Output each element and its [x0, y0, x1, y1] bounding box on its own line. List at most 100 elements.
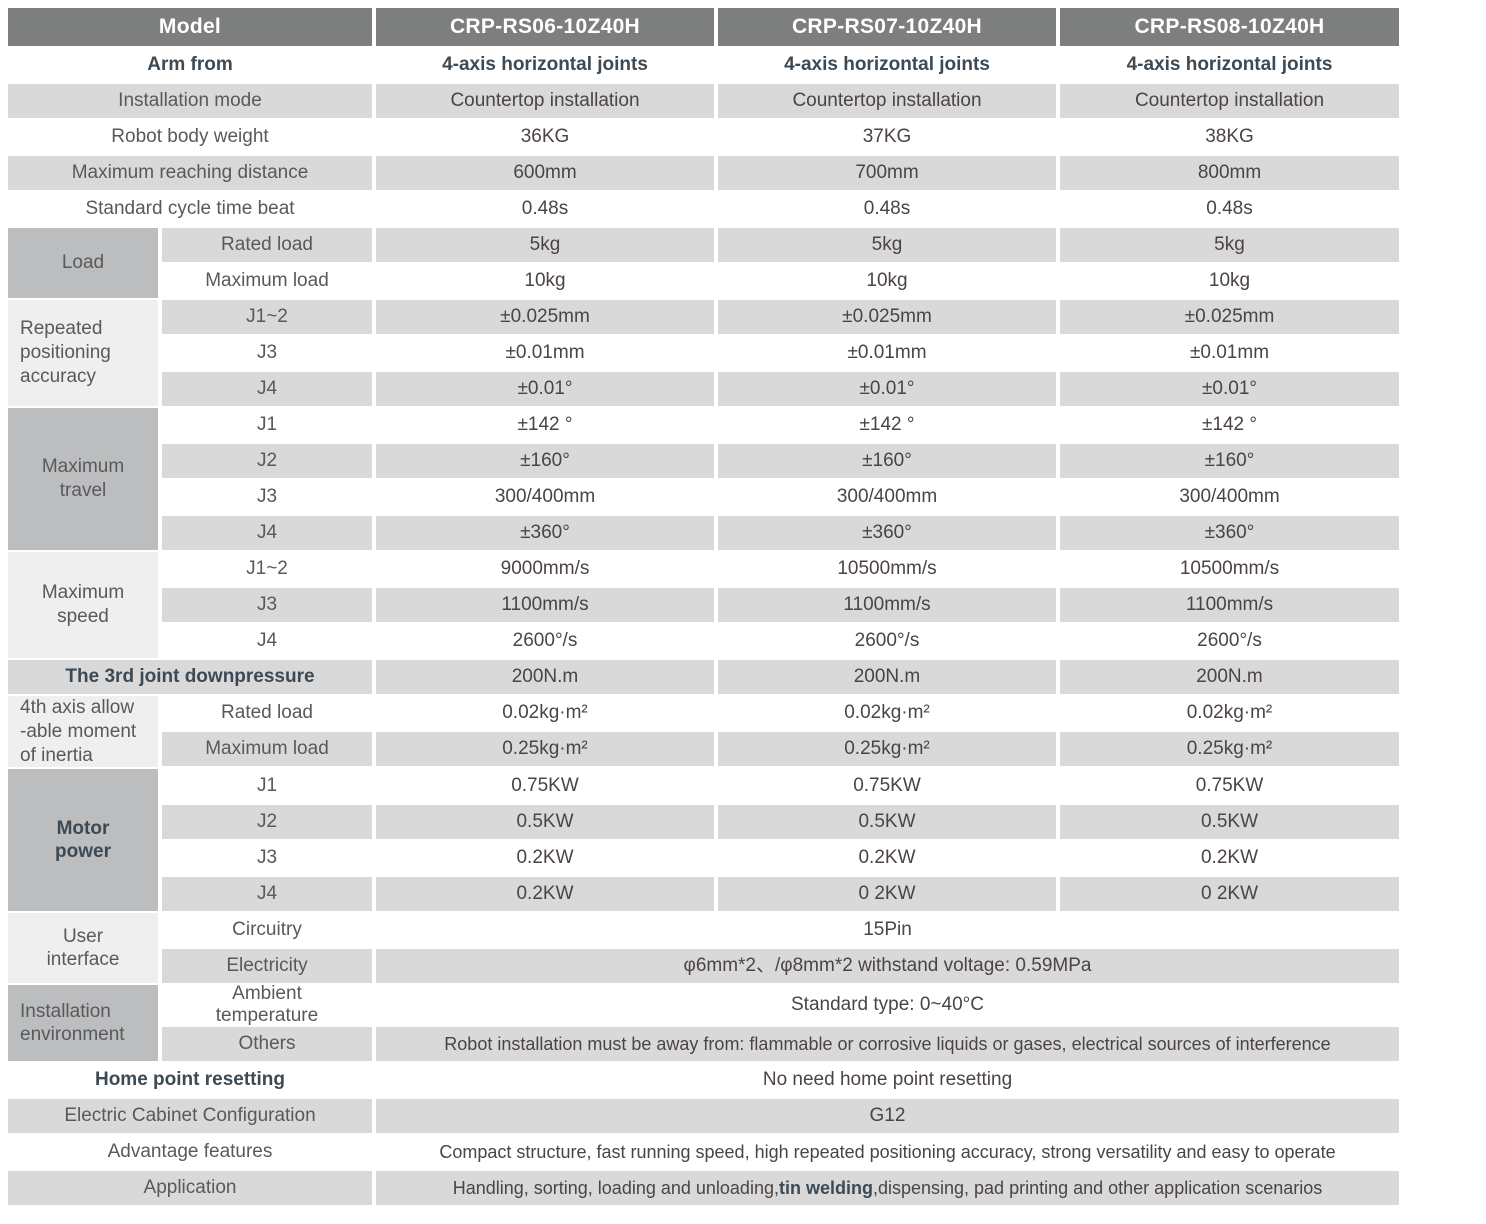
spec-value: 0 2KW	[718, 877, 1056, 912]
spec-value: 600mm	[376, 156, 714, 190]
spec-value: 200N.m	[376, 660, 714, 694]
spec-value: ±0.01°	[718, 372, 1056, 406]
spec-value: ±0.01°	[1060, 372, 1399, 406]
header-row: Model CRP-RS06-10Z40H CRP-RS07-10Z40H CR…	[8, 8, 1399, 46]
application-text-pre: Handling, sorting, loading and unloading…	[452, 1177, 779, 1198]
spec-value: 0.5KW	[718, 805, 1056, 840]
row-motor-j1: J1 0.75KW 0.75KW 0.75KW	[162, 769, 1399, 803]
row-installation-mode: Installation mode Countertop installatio…	[8, 84, 1399, 118]
row-motor-j3: J3 0.2KW 0.2KW 0.2KW	[162, 841, 1399, 875]
spec-value: Countertop installation	[718, 84, 1056, 118]
row-travel-j3: J3 300/400mm 300/400mm 300/400mm	[162, 480, 1399, 514]
spec-value: 0.2KW	[858, 847, 916, 869]
sub-label: J3	[162, 588, 372, 622]
row-inertia-rated: Rated load 0.02kg·m² 0.02kg·m² 0.02kg·m²	[162, 696, 1399, 730]
sub-label: J4	[256, 630, 278, 652]
group-label: 4th axis allow -able moment of inertia	[8, 696, 158, 768]
spec-value: 800mm	[1060, 156, 1399, 190]
spec-value: 0.02kg·m²	[844, 702, 930, 724]
row-cycle-time: Standard cycle time beat 0.48s 0.48s 0.4…	[8, 192, 1399, 226]
group-inertia: 4th axis allow -able moment of inertia R…	[8, 696, 1399, 768]
sub-label: J2	[162, 805, 372, 840]
spec-value: 1100mm/s	[718, 588, 1056, 622]
spec-value: 10kg	[524, 270, 566, 292]
row-cabinet-configuration: Electric Cabinet Configuration G12	[8, 1099, 1399, 1134]
sub-label: Maximum load	[162, 732, 372, 766]
spec-value: ±360°	[376, 516, 714, 550]
spec-value: 0.75KW	[853, 775, 921, 797]
row-electricity: Electricity φ6mm*2、/φ8mm*2 withstand vol…	[162, 949, 1399, 984]
spec-value: ±360°	[1060, 516, 1399, 550]
spec-value: Countertop installation	[1060, 84, 1399, 118]
spec-value: 9000mm/s	[500, 558, 590, 580]
spec-value: ±160°	[376, 444, 714, 478]
sub-label: J4	[162, 877, 372, 912]
spec-value: 38KG	[1205, 126, 1254, 148]
row-circuitry: Circuitry 15Pin	[162, 913, 1399, 947]
spec-value: ±160°	[718, 444, 1056, 478]
row-label: Maximum reaching distance	[8, 156, 372, 190]
sub-label: J3	[256, 486, 278, 508]
spec-value: ±160°	[1060, 444, 1399, 478]
spec-value: 200N.m	[718, 660, 1056, 694]
spec-value-span: Standard type: 0~40°C	[791, 994, 984, 1016]
spec-value: 0.25kg·m²	[718, 732, 1056, 766]
spec-value: 1100mm/s	[376, 588, 714, 622]
group-label: Repeated positioning accuracy	[8, 300, 158, 406]
spec-value: 0.2KW	[516, 847, 574, 869]
model-name-2: CRP-RS07-10Z40H	[718, 8, 1056, 46]
row-speed-j12: J1~2 9000mm/s 10500mm/s 10500mm/s	[162, 552, 1399, 586]
spec-value: 0.75KW	[511, 775, 579, 797]
sub-label: Ambient temperature	[215, 983, 319, 1027]
row-robot-body-weight: Robot body weight 36KG 37KG 38KG	[8, 120, 1399, 154]
spec-value-span: Compact structure, fast running speed, h…	[439, 1141, 1336, 1162]
spec-value: 4-axis horizontal joints	[1126, 54, 1333, 76]
sub-label: Maximum load	[205, 270, 329, 292]
row-accuracy-j4: J4 ±0.01° ±0.01° ±0.01°	[162, 372, 1399, 406]
row-label: Robot body weight	[111, 126, 269, 148]
spec-value: 0.48s	[863, 198, 911, 220]
spec-value: 4-axis horizontal joints	[442, 54, 648, 76]
spec-value: 1100mm/s	[1060, 588, 1399, 622]
spec-value: ±142 °	[1201, 414, 1257, 436]
sub-label: Circuitry	[232, 919, 302, 941]
spec-value: ±0.025mm	[718, 300, 1056, 334]
application-text-post: ,dispensing, pad printing and other appl…	[872, 1177, 1323, 1198]
sub-label: J1	[256, 775, 278, 797]
row-label: Electric Cabinet Configuration	[8, 1099, 372, 1134]
sub-label: J4	[162, 516, 372, 550]
spec-value: 0.25kg·m²	[1060, 732, 1399, 766]
spec-value: 5kg	[1060, 228, 1399, 262]
sub-label: J1~2	[162, 300, 372, 334]
group-label: Load	[8, 228, 158, 298]
sub-label: Rated load	[162, 228, 372, 262]
row-speed-j4: J4 2600°/s 2600°/s 2600°/s	[162, 624, 1399, 658]
group-load: Load Rated load 5kg 5kg 5kg Maximum load…	[8, 228, 1399, 298]
spec-value-span: No need home point resetting	[762, 1069, 1013, 1091]
sub-label: J1~2	[246, 558, 288, 580]
spec-value: 300/400mm	[836, 486, 938, 508]
spec-value-span: Robot installation must be away from: fl…	[376, 1027, 1399, 1062]
row-motor-j2: J2 0.5KW 0.5KW 0.5KW	[162, 805, 1399, 840]
spec-value: 200N.m	[1060, 660, 1399, 694]
application-text-bold: tin welding	[778, 1177, 873, 1198]
row-label: The 3rd joint downpressure	[8, 660, 372, 694]
row-others: Others Robot installation must be away f…	[162, 1027, 1399, 1062]
sub-label: J3	[256, 847, 278, 869]
spec-value: ±0.01mm	[505, 342, 585, 364]
spec-value: 2600°/s	[1197, 630, 1262, 652]
spec-value: 0.02kg·m²	[502, 702, 588, 724]
model-name-1: CRP-RS06-10Z40H	[376, 8, 714, 46]
spec-value: ±0.025mm	[376, 300, 714, 334]
spec-table: Model CRP-RS06-10Z40H CRP-RS07-10Z40H CR…	[8, 8, 1399, 1207]
spec-value: 0.48s	[1206, 198, 1253, 220]
group-accuracy: Repeated positioning accuracy J1~2 ±0.02…	[8, 300, 1399, 406]
spec-value: Countertop installation	[376, 84, 714, 118]
group-label: Maximum speed	[8, 552, 158, 658]
spec-value: ±0.01°	[376, 372, 714, 406]
group-label: Maximum travel	[8, 408, 158, 550]
row-accuracy-j3: J3 ±0.01mm ±0.01mm ±0.01mm	[162, 336, 1399, 370]
spec-value: 0.75KW	[1195, 775, 1264, 797]
row-application: Application Handling, sorting, loading a…	[8, 1171, 1399, 1206]
row-travel-j1: J1 ±142 ° ±142 ° ±142 °	[162, 408, 1399, 442]
